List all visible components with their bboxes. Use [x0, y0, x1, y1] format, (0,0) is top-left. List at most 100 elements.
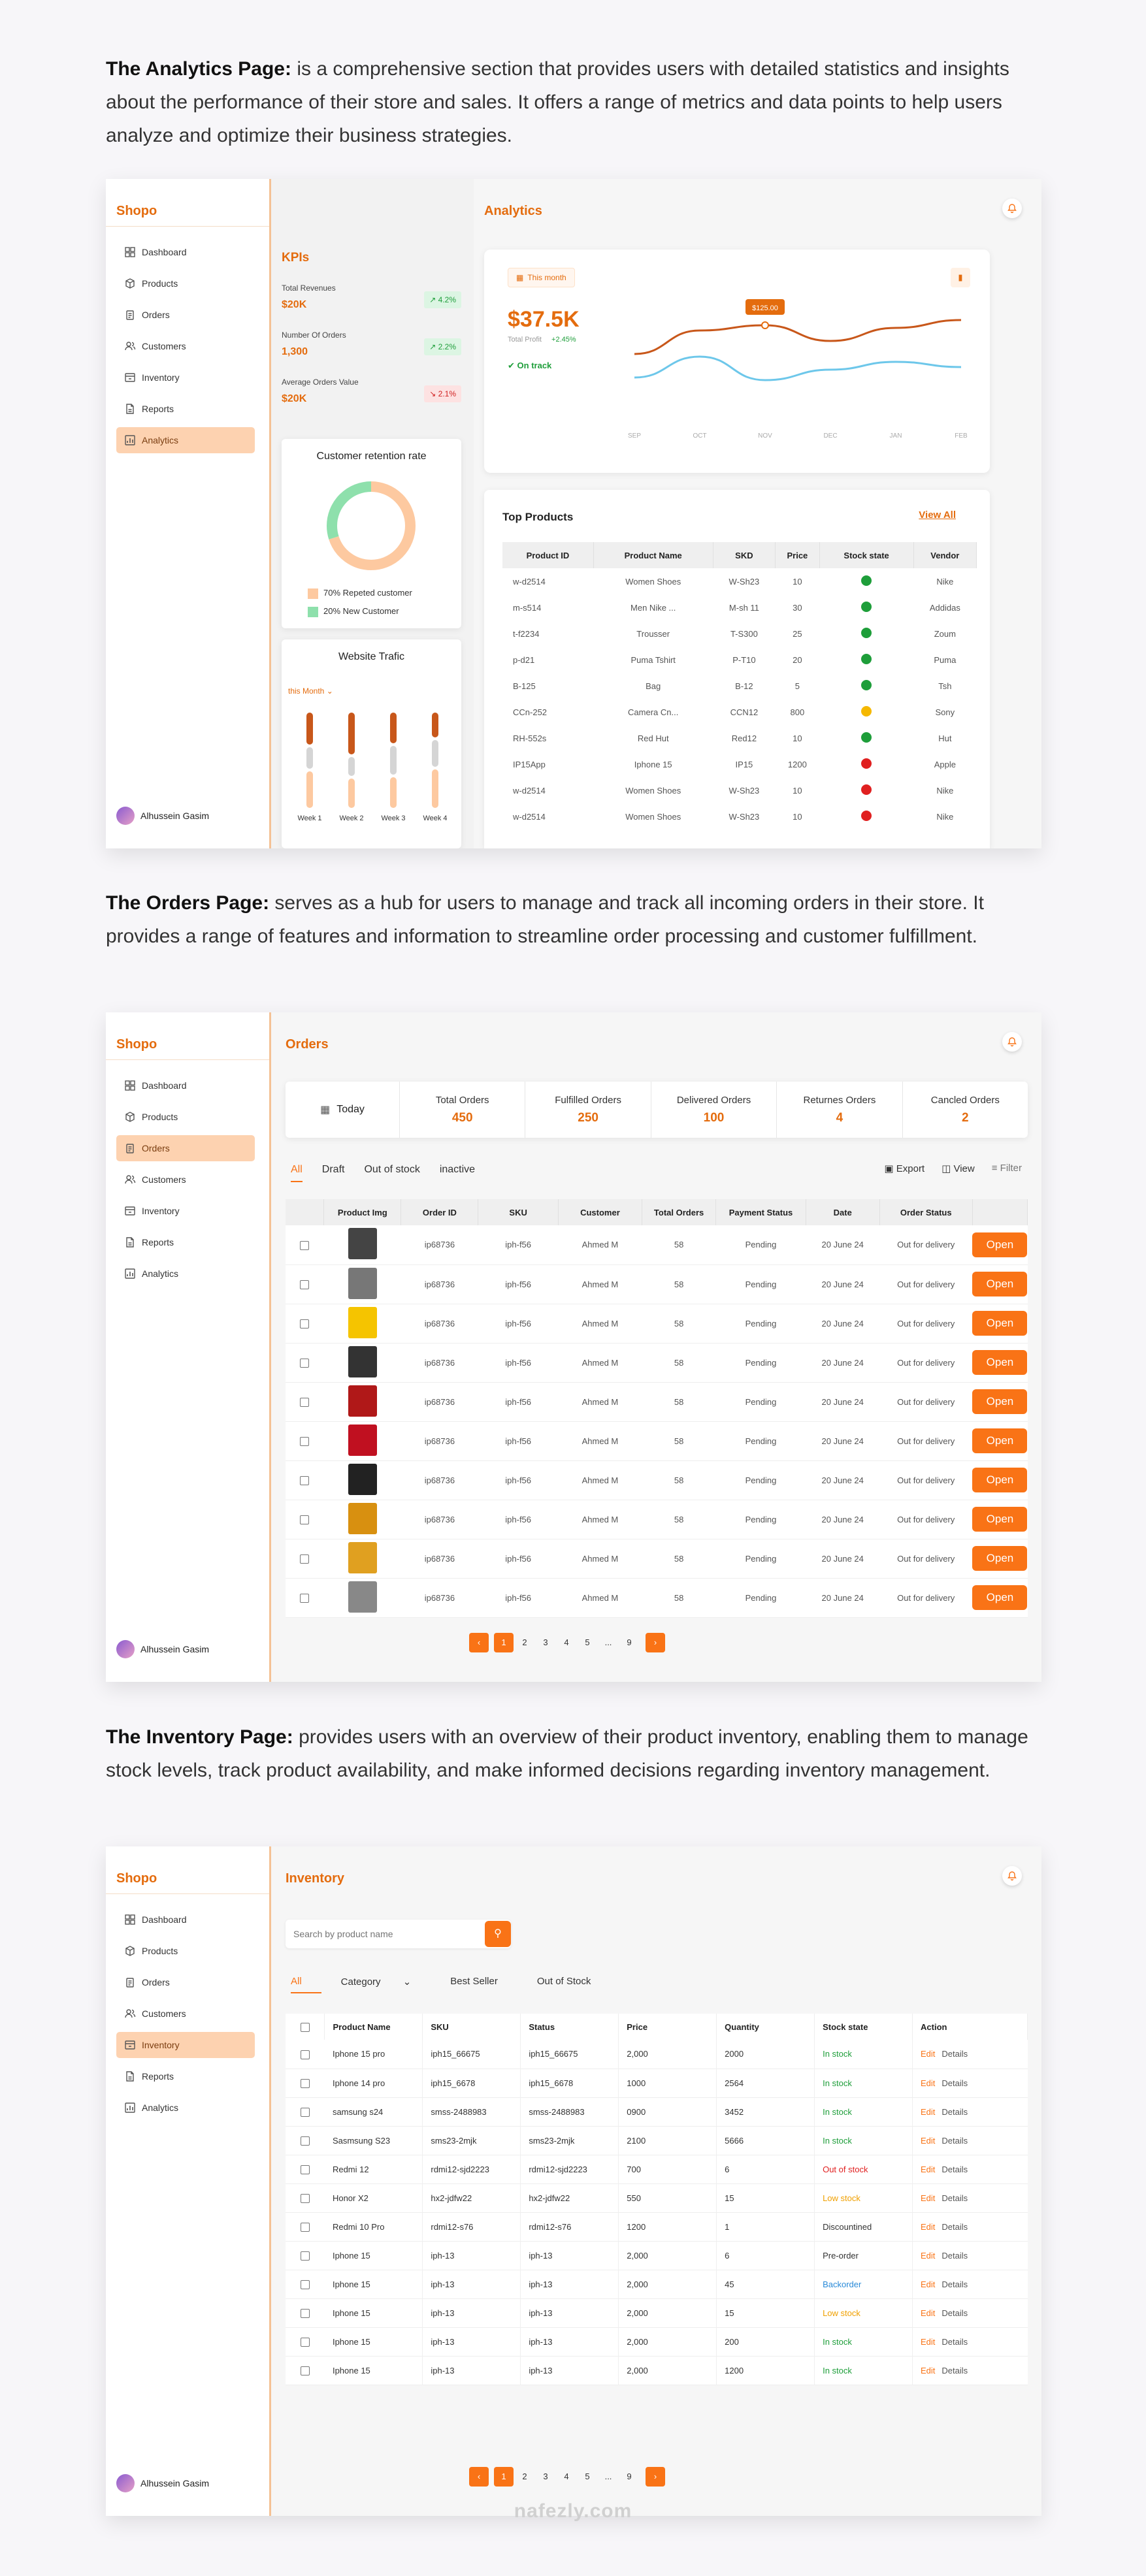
edit-link[interactable]: Edit: [921, 2365, 936, 2375]
edit-link[interactable]: Edit: [921, 2308, 936, 2318]
row-checkbox[interactable]: [286, 1539, 324, 1579]
edit-link[interactable]: Edit: [921, 2221, 936, 2232]
table-row[interactable]: ip68736 iph-f56 Ahmed M 58 Pending 20 June 24…: [286, 1539, 1028, 1579]
sidebar-item-analytics[interactable]: Analytics: [116, 2095, 255, 2121]
edit-link[interactable]: Edit: [921, 2106, 936, 2117]
sidebar-item-customers[interactable]: Customers: [116, 333, 255, 359]
view-button[interactable]: ◫ View: [941, 1163, 975, 1174]
page-number[interactable]: 2: [522, 1637, 527, 1647]
open-button[interactable]: Open: [972, 1225, 1028, 1265]
tab-draft[interactable]: Draft: [321, 1164, 345, 1175]
row-checkbox[interactable]: [286, 2327, 325, 2357]
sidebar-item-analytics[interactable]: Analytics: [116, 1261, 255, 1287]
sidebar-item-inventory[interactable]: Inventory: [116, 1198, 255, 1224]
page-number[interactable]: 1: [494, 2467, 514, 2487]
details-link[interactable]: Details: [941, 2049, 968, 2059]
table-row[interactable]: ip68736 iph-f56 Ahmed M 58 Pending 20 June 24…: [286, 1382, 1028, 1422]
table-row[interactable]: samsung s24 smss-2488983 smss-2488983 0900 3…: [286, 2097, 1028, 2127]
row-checkbox[interactable]: [286, 1500, 324, 1539]
table-row[interactable]: CCn-252 Camera Cn... CCN12 800 Sony: [502, 699, 977, 725]
period-select[interactable]: ▦ This month: [508, 268, 575, 287]
page-number[interactable]: 2: [522, 2471, 527, 2481]
table-row[interactable]: B-125 Bag B-12 5 Tsh: [502, 673, 977, 699]
page-number[interactable]: 4: [564, 2471, 569, 2481]
row-checkbox[interactable]: [286, 2069, 325, 2098]
row-checkbox[interactable]: [286, 2126, 325, 2155]
details-link[interactable]: Details: [941, 2221, 968, 2232]
open-button[interactable]: Open: [972, 1421, 1028, 1461]
row-checkbox[interactable]: [286, 2155, 325, 2184]
filter-button[interactable]: ≡ Filter: [991, 1163, 1022, 1174]
page-number[interactable]: ...: [604, 2471, 612, 2481]
table-row[interactable]: w-d2514 Women Shoes W-Sh23 10 Nike: [502, 803, 977, 829]
sidebar-item-reports[interactable]: Reports: [116, 2063, 255, 2089]
bell-icon[interactable]: [1002, 1032, 1022, 1052]
row-checkbox[interactable]: [286, 2270, 325, 2299]
page-number[interactable]: 5: [585, 2471, 590, 2481]
page-number[interactable]: 5: [585, 1637, 590, 1647]
table-row[interactable]: ip68736 iph-f56 Ahmed M 58 Pending 20 June 24…: [286, 1343, 1028, 1383]
details-link[interactable]: Details: [941, 2164, 968, 2174]
edit-link[interactable]: Edit: [921, 2078, 936, 2088]
edit-link[interactable]: Edit: [921, 2279, 936, 2289]
table-row[interactable]: Iphone 15 iph-13 iph-13 2,000 6 Pre-order Edit…: [286, 2241, 1028, 2270]
row-checkbox[interactable]: [286, 2097, 325, 2127]
table-row[interactable]: Sasmsung S23 sms23-2mjk sms23-2mjk 2100 5666…: [286, 2126, 1028, 2155]
table-row[interactable]: Iphone 15 pro iph15_66675 iph15_66675 2,000…: [286, 2040, 1028, 2069]
page-number[interactable]: 3: [543, 1637, 548, 1647]
open-button[interactable]: Open: [972, 1539, 1028, 1579]
table-row[interactable]: Honor X2 hx2-jdfw22 hx2-jdfw22 550 15 Low sto…: [286, 2183, 1028, 2213]
row-checkbox[interactable]: [286, 1225, 324, 1265]
table-row[interactable]: ip68736 iph-f56 Ahmed M 58 Pending 20 June 24…: [286, 1421, 1028, 1461]
table-row[interactable]: Iphone 14 pro iph15_6678 iph15_6678 1000 256…: [286, 2069, 1028, 2098]
page-number[interactable]: 9: [627, 1637, 632, 1647]
page-number[interactable]: 1: [494, 1633, 514, 1652]
edit-link[interactable]: Edit: [921, 2250, 936, 2261]
tab-inactive[interactable]: inactive: [439, 1164, 476, 1175]
search-input[interactable]: [293, 1926, 476, 1942]
row-checkbox[interactable]: [286, 2356, 325, 2385]
table-row[interactable]: ip68736 iph-f56 Ahmed M 58 Pending 20 June 24…: [286, 1304, 1028, 1344]
user-profile[interactable]: Alhussein Gasim: [116, 2474, 209, 2492]
sidebar-item-orders[interactable]: Orders: [116, 1135, 255, 1161]
table-row[interactable]: t-f2234 Trousser T-S300 25 Zoum: [502, 620, 977, 647]
next-page-button[interactable]: ›: [646, 2467, 665, 2487]
table-row[interactable]: ip68736 iph-f56 Ahmed M 58 Pending 20 June 24…: [286, 1460, 1028, 1500]
sidebar-item-analytics[interactable]: Analytics: [116, 427, 255, 453]
user-profile[interactable]: Alhussein Gasim: [116, 1640, 209, 1658]
prev-page-button[interactable]: ‹: [469, 2467, 489, 2487]
table-row[interactable]: IP15App Iphone 15 IP15 1200 Apple: [502, 751, 977, 777]
table-row[interactable]: w-d2514 Women Shoes W-Sh23 10 Nike: [502, 777, 977, 803]
tab-out-of-stock[interactable]: Out of stock: [364, 1164, 420, 1175]
open-button[interactable]: Open: [972, 1264, 1028, 1304]
tab-all[interactable]: All: [291, 1976, 321, 1993]
table-row[interactable]: ip68736 iph-f56 Ahmed M 58 Pending 20 June 24…: [286, 1264, 1028, 1304]
bell-icon[interactable]: [1002, 199, 1022, 218]
sidebar-item-inventory[interactable]: Inventory: [116, 2032, 255, 2058]
open-button[interactable]: Open: [972, 1500, 1028, 1539]
details-link[interactable]: Details: [941, 2365, 968, 2375]
sidebar-item-customers[interactable]: Customers: [116, 2001, 255, 2027]
sidebar-item-products[interactable]: Products: [116, 1104, 255, 1130]
row-checkbox[interactable]: [286, 2298, 325, 2328]
edit-link[interactable]: Edit: [921, 2135, 936, 2146]
search-icon[interactable]: ⚲: [485, 1921, 511, 1947]
details-link[interactable]: Details: [941, 2106, 968, 2117]
row-checkbox[interactable]: [286, 1460, 324, 1500]
open-button[interactable]: Open: [972, 1382, 1028, 1422]
table-row[interactable]: Iphone 15 iph-13 iph-13 2,000 15 Low stock Edi…: [286, 2298, 1028, 2328]
export-button[interactable]: ▣ Export: [884, 1163, 925, 1174]
open-button[interactable]: Open: [972, 1578, 1028, 1618]
sidebar-item-products[interactable]: Products: [116, 1938, 255, 1964]
sidebar-item-dashboard[interactable]: Dashboard: [116, 1072, 255, 1099]
sidebar-item-reports[interactable]: Reports: [116, 1229, 255, 1255]
page-number[interactable]: 3: [543, 2471, 548, 2481]
table-row[interactable]: w-d2514 Women Shoes W-Sh23 10 Nike: [502, 568, 977, 594]
page-number[interactable]: 9: [627, 2471, 632, 2481]
sidebar-item-orders[interactable]: Orders: [116, 1969, 255, 1995]
sidebar-item-reports[interactable]: Reports: [116, 396, 255, 422]
tab-best-seller[interactable]: Best Seller: [450, 1976, 498, 1987]
table-row[interactable]: Iphone 15 iph-13 iph-13 2,000 1200 In stock Ed…: [286, 2356, 1028, 2385]
bell-icon[interactable]: [1002, 1866, 1022, 1886]
row-checkbox[interactable]: [286, 1421, 324, 1461]
